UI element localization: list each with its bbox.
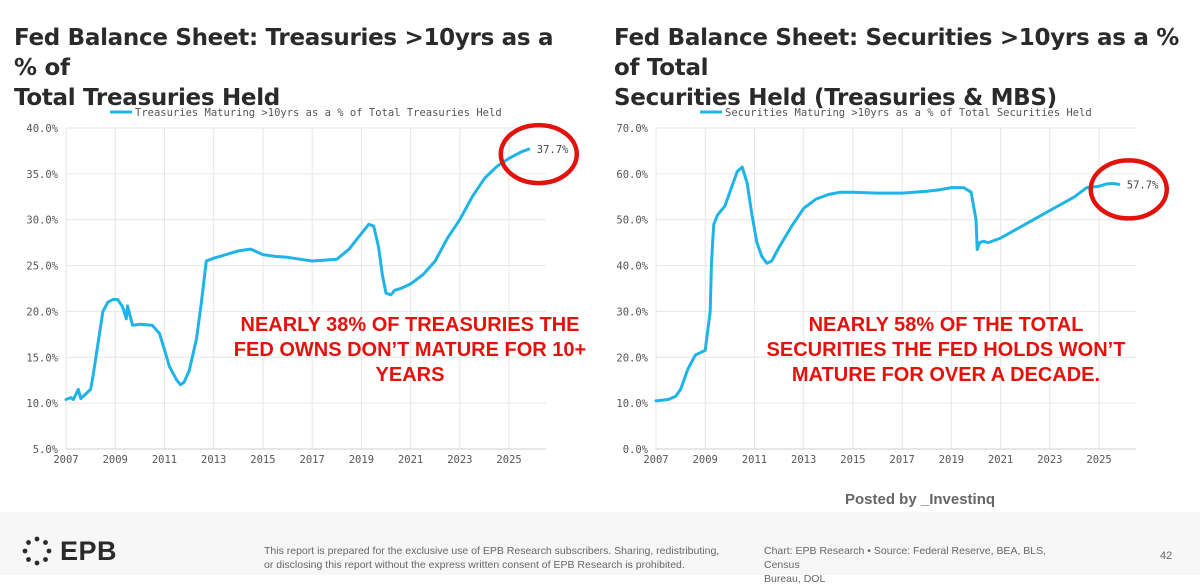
right-chart-x-tick-label: 2023 [1037,454,1062,466]
left-chart-series-line [64,147,531,401]
left-chart-x-tick-label: 2017 [300,454,325,466]
epb-logo: EPB [22,536,117,566]
left-annotation-line3: YEARS [375,364,445,386]
right-chart-last-value-label: 57.7% [1127,179,1159,191]
right-chart-y-tick-label: 60.0% [616,169,648,181]
left-chart-y-tick-label: 25.0% [26,261,58,273]
dotted-circle-logo-icon [22,536,52,566]
left-chart-title-line2: Total Treasuries Held [14,85,280,111]
left-chart-x-tick-label: 2025 [496,454,521,466]
left-chart-y-tick-label: 30.0% [26,215,58,227]
left-chart-x-tick-label: 2021 [398,454,423,466]
left-chart-annotation: NEARLY 38% OF TREASURIES THE FED OWNS DO… [204,313,616,388]
left-chart-title: Fed Balance Sheet: Treasuries >10yrs as … [14,23,574,113]
right-chart-y-tick-label: 50.0% [616,215,648,227]
source-line1: Chart: EPB Research • Source: Federal Re… [764,545,1047,571]
footer: EPB This report is prepared for the excl… [0,512,1200,585]
posted-by-credit: Posted by _Investinq [845,491,996,508]
chart-source: Chart: EPB Research • Source: Federal Re… [764,544,1084,586]
left-chart-y-tick-label: 20.0% [26,306,58,318]
source-line2: Bureau, DOL [764,573,826,585]
left-chart-y-tick-label: 35.0% [26,169,58,181]
disclaimer: This report is prepared for the exclusiv… [264,544,724,572]
right-chart-legend-label: Securities Maturing >10yrs as a % of Tot… [725,107,1092,119]
left-chart-x-tick-label: 2007 [53,454,78,466]
right-chart-y-tick-label: 30.0% [616,306,648,318]
right-chart-y-tick-label: 0.0% [623,444,649,456]
right-annotation-line3: MATURE FOR OVER A DECADE. [791,364,1101,386]
left-chart-y-tick-label: 40.0% [26,123,58,135]
left-chart-highlight-circle [498,122,580,186]
right-chart-x-tick-label: 2021 [988,454,1013,466]
right-chart-y-tick-label: 40.0% [616,261,648,273]
right-chart-annotation: NEARLY 58% OF THE TOTAL SECURITIES THE F… [756,313,1136,388]
right-chart-x-tick-label: 2015 [840,454,865,466]
right-chart-x-tick-label: 2019 [939,454,964,466]
left-chart-y-tick-label: 10.0% [26,398,58,410]
right-chart-title-line2: Securities Held (Treasuries & MBS) [614,85,1057,111]
right-chart-y-tick-label: 20.0% [616,352,648,364]
left-chart-x-tick-label: 2009 [103,454,128,466]
left-annotation-line2: FED OWNS DON’T MATURE FOR 10+ [233,339,587,361]
left-chart-y-tick-label: 15.0% [26,352,58,364]
right-chart-title: Fed Balance Sheet: Securities >10yrs as … [614,23,1200,113]
right-chart-title-line1: Fed Balance Sheet: Securities >10yrs as … [614,25,1180,81]
right-chart-x-tick-label: 2017 [890,454,915,466]
right-chart-highlight-circle [1088,158,1170,221]
left-chart-x-tick-label: 2023 [447,454,472,466]
right-chart-x-tick-label: 2007 [643,454,668,466]
right-chart-x-tick-label: 2011 [742,454,767,466]
right-chart-x-tick-label: 2013 [791,454,816,466]
left-chart-legend-label: Treasuries Maturing >10yrs as a % of Tot… [135,107,502,119]
right-chart-x-tick-label: 2009 [693,454,718,466]
left-chart-x-tick-label: 2011 [152,454,177,466]
disclaimer-line1: This report is prepared for the exclusiv… [264,545,720,557]
left-chart-last-value-label: 37.7% [537,144,569,156]
right-annotation-line2: SECURITIES THE FED HOLDS WON’T [766,339,1126,361]
right-chart-x-tick-label: 2025 [1086,454,1111,466]
page-number: 42 [1160,550,1173,562]
left-chart-x-tick-label: 2015 [250,454,275,466]
left-chart-y-tick-label: 5.0% [33,444,59,456]
right-annotation-line1: NEARLY 58% OF THE TOTAL [808,314,1084,336]
disclaimer-line2: or disclosing this report without the ex… [264,559,685,571]
left-chart-x-tick-label: 2013 [201,454,226,466]
right-chart-y-tick-label: 10.0% [616,398,648,410]
logo-text: EPB [60,535,118,566]
right-chart-series-line [654,165,1121,403]
left-chart-title-line1: Fed Balance Sheet: Treasuries >10yrs as … [14,25,554,81]
left-annotation-line1: NEARLY 38% OF TREASURIES THE [240,314,580,336]
right-chart-y-tick-label: 70.0% [616,123,648,135]
left-chart-x-tick-label: 2019 [349,454,374,466]
